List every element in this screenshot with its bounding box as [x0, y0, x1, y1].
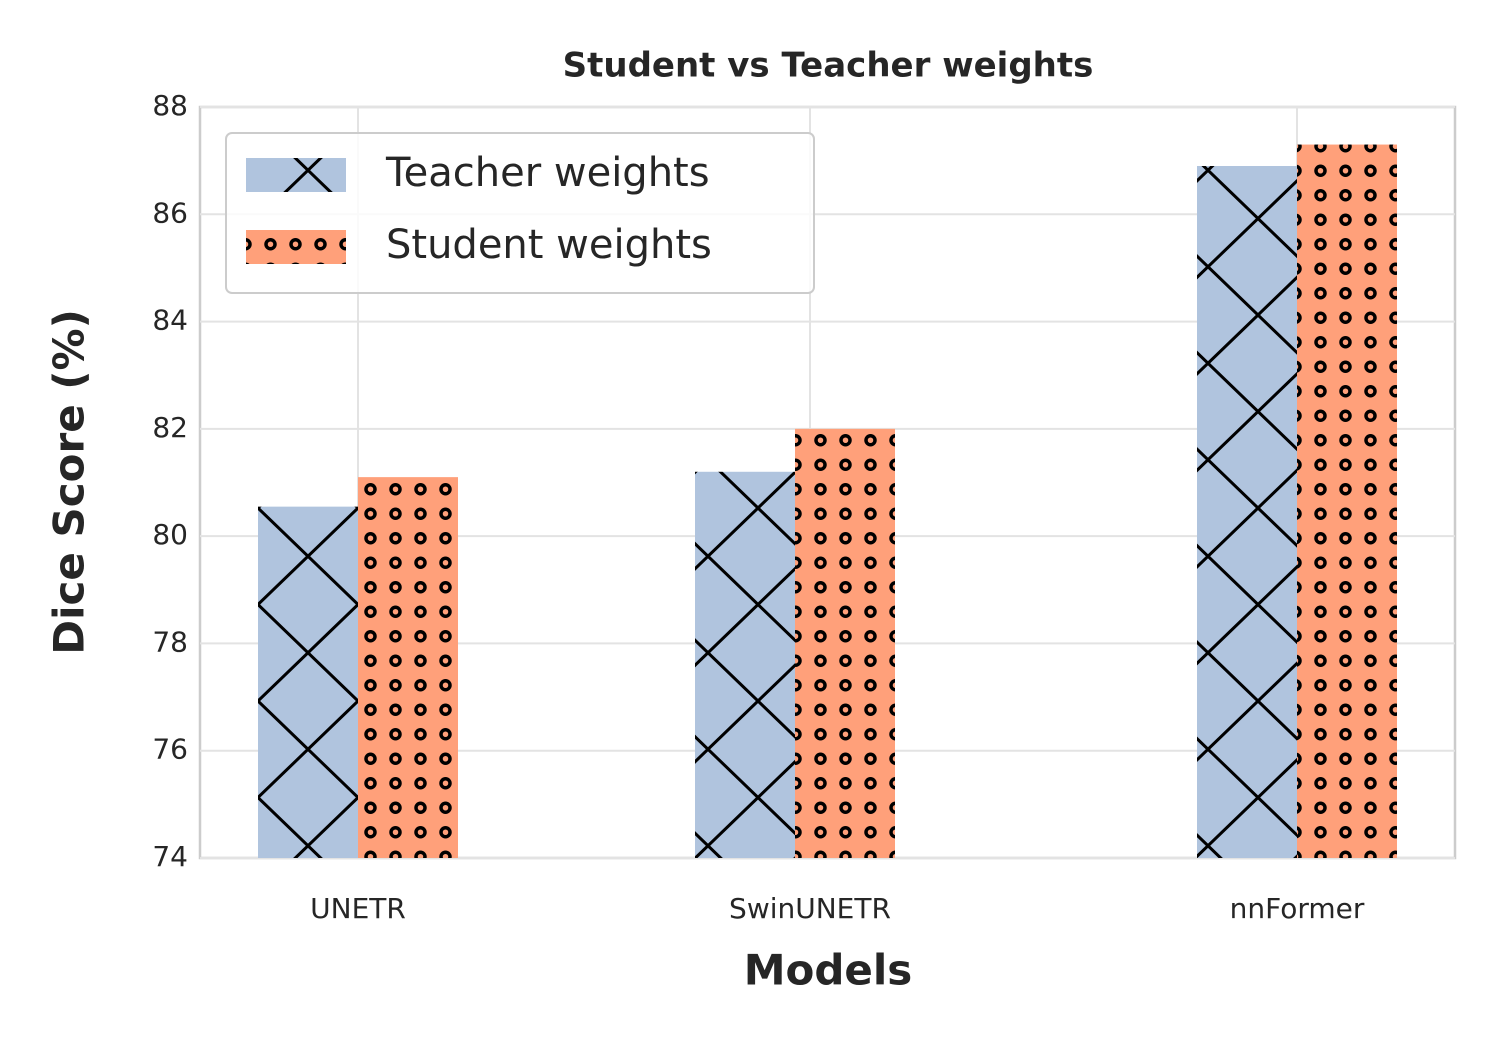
- x-tick-label: nnFormer: [1230, 892, 1365, 925]
- y-tick-label: 84: [152, 304, 188, 337]
- chart-title: Student vs Teacher weights: [563, 46, 1094, 86]
- y-tick-label: 76: [152, 733, 188, 766]
- y-tick-label: 78: [152, 625, 188, 658]
- y-tick-label: 74: [152, 840, 188, 873]
- bar: [1297, 144, 1397, 859]
- bar: [358, 477, 458, 858]
- legend-label: Teacher weights: [385, 150, 710, 196]
- bar: [258, 506, 358, 858]
- y-axis-label: Dice Score (%): [45, 309, 94, 655]
- y-tick-label: 80: [152, 518, 188, 551]
- x-axis-label: Models: [744, 946, 913, 995]
- x-tick-label: SwinUNETR: [729, 892, 891, 925]
- y-tick-label: 86: [152, 196, 188, 229]
- bar: [795, 428, 895, 858]
- x-tick-label: UNETR: [310, 892, 406, 925]
- legend-label: Student weights: [386, 222, 712, 268]
- y-tick-label: 82: [152, 411, 188, 444]
- bar: [695, 471, 795, 858]
- y-tick-label: 88: [152, 89, 188, 122]
- bar: [1197, 166, 1297, 858]
- legend-swatch: [246, 158, 346, 192]
- legend-swatch: [246, 230, 346, 264]
- legend-box: [225, 132, 815, 294]
